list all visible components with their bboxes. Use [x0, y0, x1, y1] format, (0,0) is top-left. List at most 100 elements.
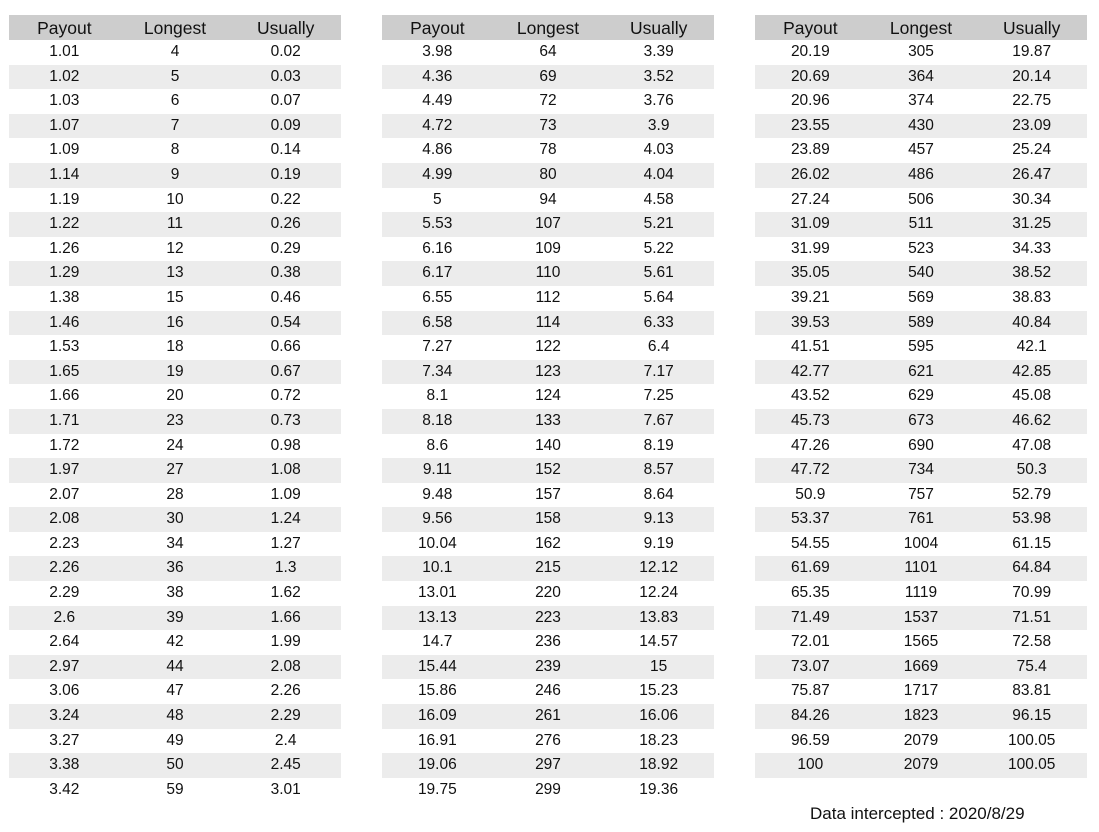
payout-cell: 5	[433, 190, 442, 208]
usually-cell: 0.07	[270, 92, 301, 110]
usually-cell: 0.03	[270, 67, 301, 85]
longest-cell: 621	[908, 362, 934, 380]
usually-cell: 23.09	[1012, 116, 1052, 134]
payout-cell: 2.23	[49, 534, 80, 552]
longest-cell: 569	[908, 288, 934, 306]
longest-cell: 34	[166, 534, 184, 552]
longest-cell: 523	[908, 239, 934, 257]
usually-cell: 96.15	[1012, 707, 1052, 725]
payout-table-1: Payout Longest Usually 1.01 4 0.02 1.02 5 0.03 1.…	[9, 15, 341, 802]
usually-cell: 0.72	[270, 387, 301, 405]
usually-cell: 38.52	[1012, 264, 1052, 282]
payout-cell: 20.19	[790, 43, 830, 60]
payout-cell: 73.07	[790, 657, 830, 675]
payout-table-2: Payout Longest Usually 3.98 64 3.39 4.36 69 3.52…	[382, 15, 714, 802]
longest-cell: 158	[535, 510, 561, 528]
longest-cell: 11	[166, 215, 184, 233]
payout-cell: 72.01	[790, 633, 830, 651]
longest-cell: 8	[170, 141, 180, 159]
usually-cell: 0.19	[270, 165, 301, 183]
table-row: 13.01 220 12.24	[382, 581, 714, 606]
longest-cell: 28	[166, 485, 184, 503]
longest-cell: 27	[166, 461, 184, 479]
payout-cell: 7.27	[422, 338, 453, 356]
payout-cell: 6.55	[422, 288, 453, 306]
table-row: 1.46 16 0.54	[9, 310, 341, 336]
usually-cell: 53.98	[1012, 510, 1052, 528]
usually-cell: 100.05	[1007, 756, 1056, 774]
usually-cell: 7.17	[643, 362, 674, 380]
payout-cell: 1.19	[49, 190, 80, 208]
usually-cell: 26.47	[1012, 165, 1052, 183]
usually-cell: 18.23	[639, 731, 679, 749]
usually-cell: 61.15	[1012, 534, 1052, 552]
table-row: 6.58 114 6.33	[382, 310, 714, 336]
longest-cell: 457	[908, 141, 934, 159]
longest-cell: 540	[908, 264, 934, 282]
usually-cell: 9.13	[643, 510, 674, 528]
usually-cell: 46.62	[1012, 411, 1052, 429]
longest-cell: 430	[908, 116, 934, 134]
table-row: 31.99 523 34.33	[755, 237, 1087, 262]
payout-cell: 4.72	[422, 116, 453, 134]
usually-cell: 0.26	[270, 215, 301, 233]
longest-cell: 110	[535, 264, 561, 282]
header-row: Payout Longest Usually	[9, 15, 341, 40]
usually-cell: 3.76	[643, 92, 674, 110]
usually-cell: 70.99	[1012, 584, 1052, 602]
table-row: 43.52 629 45.08	[755, 384, 1087, 409]
table-row: 1.26 12 0.29	[9, 237, 341, 262]
table-row: 6.17 110 5.61	[382, 261, 714, 286]
table-row: 1.09 8 0.14	[9, 138, 341, 163]
table-row: 1.19 10 0.22	[9, 188, 341, 213]
longest-cell: 112	[535, 288, 561, 306]
usually-cell: 50.3	[1016, 461, 1047, 479]
payout-cell: 8.1	[426, 387, 449, 405]
usually-cell: 14.57	[639, 633, 679, 651]
usually-cell: 0.29	[270, 239, 301, 257]
payout-cell: 96.59	[790, 731, 830, 749]
table-row: 4.36 69 3.52	[382, 64, 714, 90]
payout-cell: 1.14	[49, 165, 80, 183]
usually-cell: 34.33	[1012, 239, 1052, 257]
payout-cell: 1.65	[49, 362, 80, 380]
payout-cell: 1.01	[49, 43, 80, 60]
longest-cell: 236	[535, 633, 561, 651]
table-row: 9.48 157 8.64	[382, 483, 714, 508]
longest-cell: 39	[166, 608, 184, 626]
payout-cell: 2.08	[49, 510, 80, 528]
table-row: 50.9 757 52.79	[755, 483, 1087, 508]
table-row: 10.1 215 12.12	[382, 556, 714, 582]
payout-cell: 65.35	[790, 584, 830, 602]
payout-cell: 71.49	[790, 608, 830, 626]
payout-cell: 43.52	[790, 387, 830, 405]
usually-cell: 4.04	[643, 165, 674, 183]
payout-cell: 2.6	[53, 608, 76, 626]
longest-cell: 6	[170, 92, 180, 110]
payout-cell: 3.27	[49, 731, 80, 749]
usually-cell: 72.58	[1012, 633, 1052, 651]
usually-cell: 8.19	[643, 436, 674, 454]
usually-cell: 1.08	[270, 461, 301, 479]
payout-cell: 1.72	[49, 436, 80, 454]
table-row: 47.26 690 47.08	[755, 434, 1087, 459]
longest-cell: 223	[535, 608, 561, 626]
longest-cell: 124	[535, 387, 561, 405]
longest-cell: 7	[170, 116, 180, 134]
table-row: 7.34 123 7.17	[382, 359, 714, 385]
payout-cell: 35.05	[790, 264, 830, 282]
longest-cell: 18	[166, 338, 184, 356]
usually-cell: 0.54	[270, 313, 301, 331]
table-row: 3.42 59 3.01	[9, 778, 341, 803]
longest-cell: 629	[908, 387, 934, 405]
payout-cell: 10.1	[422, 559, 453, 577]
longest-cell: 13	[166, 264, 184, 282]
table-row: 8.1 124 7.25	[382, 384, 714, 409]
table-row: 2.08 30 1.24	[9, 507, 341, 532]
longest-cell: 49	[166, 731, 184, 749]
longest-cell: 59	[166, 780, 184, 798]
usually-cell: 5.61	[643, 264, 674, 282]
longest-cell: 276	[535, 731, 561, 749]
usually-cell: 15	[650, 657, 668, 675]
table-row: 10.04 162 9.19	[382, 532, 714, 557]
